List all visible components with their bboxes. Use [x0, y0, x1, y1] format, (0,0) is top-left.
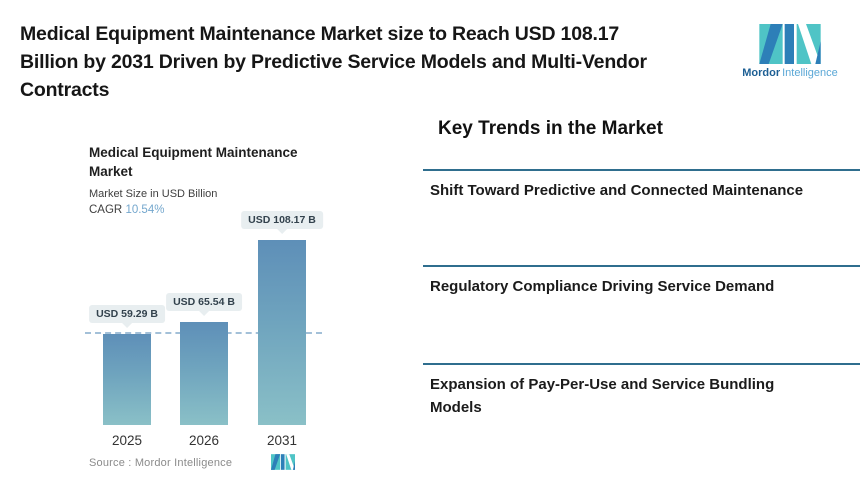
- chart-header: Medical Equipment Maintenance Market Mar…: [89, 144, 307, 216]
- page-title-line-3: Contracts: [20, 79, 110, 101]
- brand-wordmark: Mordor Intelligence: [740, 67, 840, 79]
- page-title-line-2: Billion by 2031 Driven by Predictive Ser…: [20, 51, 647, 73]
- chart-source: Source : Mordor Intelligence: [89, 457, 233, 469]
- trend-item-1: Shift Toward Predictive and Connected Ma…: [423, 169, 860, 203]
- trend-item-2: Regulatory Compliance Driving Service De…: [423, 265, 860, 299]
- cagr-label: CAGR: [89, 203, 123, 216]
- chart-subtitle: Market Size in USD Billion: [89, 187, 218, 200]
- bar-2026: [180, 322, 228, 425]
- bar-group-2031: USD 108.17 B 2031: [241, 211, 323, 448]
- bar-chart: USD 59.29 B 2025 USD 65.54 B 2026 USD 10…: [85, 211, 329, 448]
- bar-2031: [258, 240, 306, 425]
- brand-name-bold: Mordor: [742, 67, 781, 79]
- trend-item-3: Expansion of Pay-Per-Use and Service Bun…: [423, 363, 860, 419]
- trend-item-2-text: Regulatory Compliance Driving Service De…: [430, 278, 775, 295]
- page-title: Medical Equipment Maintenance Market siz…: [20, 20, 647, 104]
- bar-value-label: USD 59.29 B: [89, 305, 165, 323]
- chart-title: Medical Equipment Maintenance Market: [89, 145, 298, 179]
- mordor-logo-small-icon: [271, 454, 295, 470]
- brand-logo: Mordor Intelligence: [740, 24, 840, 79]
- mordor-logo-icon: [759, 24, 821, 64]
- trends-heading: Key Trends in the Market: [438, 118, 663, 139]
- trend-item-1-text: Shift Toward Predictive and Connected Ma…: [430, 182, 804, 199]
- bar-2025: [103, 334, 151, 425]
- chart-cagr: CAGR 10.54%: [89, 204, 307, 216]
- bar-value-label: USD 108.17 B: [241, 211, 323, 229]
- bar-group-2026: USD 65.54 B 2026: [166, 215, 242, 448]
- brand-name-light: Intelligence: [782, 67, 838, 79]
- page-title-line-1: Medical Equipment Maintenance Market siz…: [20, 23, 619, 45]
- x-axis-label: 2025: [111, 433, 143, 448]
- trend-item-3-text: Expansion of Pay-Per-Use and Service Bun…: [430, 376, 775, 416]
- x-axis-label: 2031: [266, 433, 298, 448]
- cagr-value: 10.54%: [125, 203, 165, 216]
- bar-value-label: USD 65.54 B: [166, 293, 242, 311]
- bar-group-2025: USD 59.29 B 2025: [89, 215, 165, 448]
- x-axis-label: 2026: [188, 433, 220, 448]
